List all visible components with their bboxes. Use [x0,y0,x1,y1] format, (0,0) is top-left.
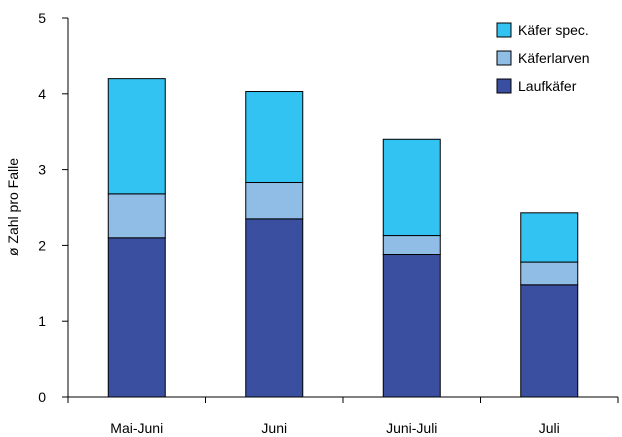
legend-label-0: Käfer spec. [518,22,589,38]
legend-label-2: Laufkäfer [518,78,577,94]
bar-segment-1-1 [245,181,304,220]
legend-swatch-0 [496,22,512,38]
bar-segment-2-2 [382,138,441,237]
y-tick-label-1: 1 [38,313,46,329]
legend-swatch-2 [496,78,512,94]
x-tick-label-3: Juli [539,420,560,436]
bar-segment-0-2 [382,254,441,398]
bar-segment-2-3 [520,212,579,263]
y-axis-title: ø Zahl pro Falle [5,158,21,256]
y-tick-label-5: 5 [38,10,46,26]
bar-segment-0-1 [245,218,304,398]
bar-segment-2-1 [245,91,304,183]
y-tick-label-4: 4 [38,86,46,102]
x-tick-label-0: Mai-Juni [110,420,163,436]
bar-segment-1-3 [520,261,579,286]
x-tick-label-2: Juni-Juli [386,420,437,436]
bar-segment-1-0 [107,193,166,239]
bar-segment-0-0 [107,237,166,398]
legend-swatch-1 [496,50,512,66]
y-tick-label-2: 2 [38,237,46,253]
legend-label-1: Käferlarven [518,50,590,66]
axes-group: Mai-Juni Juni Juni-Juli Juli 0 1 2 3 4 5 [38,10,619,436]
legend: Käfer spec. Käferlarven Laufkäfer [496,22,590,94]
bar-segment-2-0 [107,78,166,195]
bars-group [107,78,579,398]
bar-segment-1-2 [382,235,441,256]
bar-segment-0-3 [520,284,579,398]
y-tick-label-0: 0 [38,389,46,405]
x-tick-label-1: Juni [261,420,287,436]
y-tick-label-3: 3 [38,162,46,178]
